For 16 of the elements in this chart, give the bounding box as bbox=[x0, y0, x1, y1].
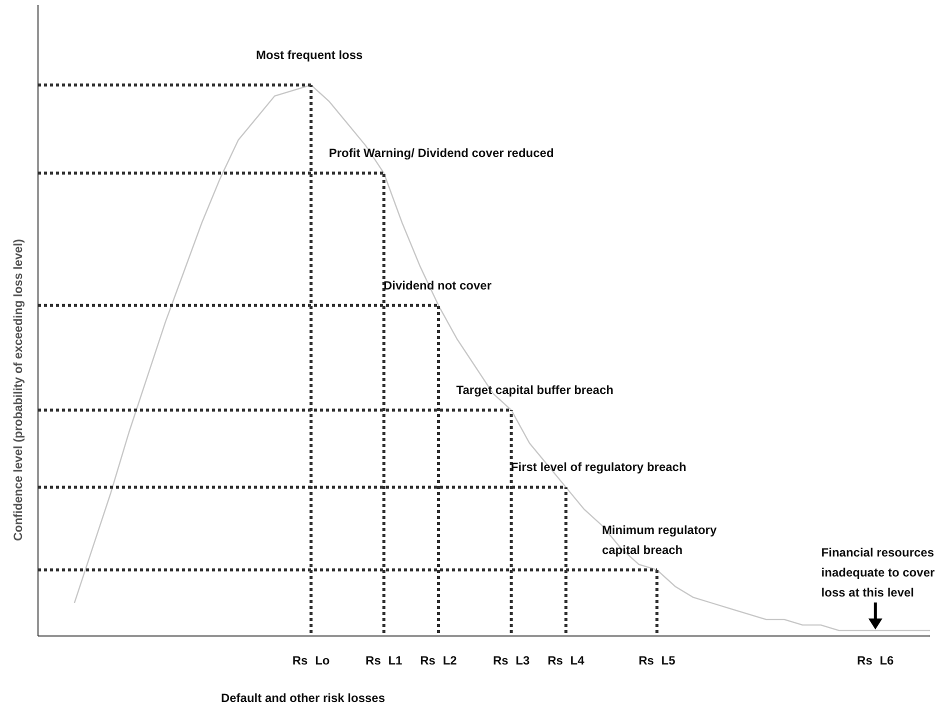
x-tick-label: Rs L3 bbox=[492, 654, 530, 668]
y-axis-title: Confidence level (probability of exceeding loss level) bbox=[11, 238, 25, 542]
x-tick-label: Rs L6 bbox=[857, 654, 894, 668]
annotation: Most frequent loss bbox=[256, 48, 364, 62]
annotation: Dividend not cover bbox=[383, 278, 492, 292]
x-axis-title: Default and other risk losses bbox=[220, 691, 386, 705]
annotation: Profit Warning/ Dividend cover reduced bbox=[328, 146, 554, 160]
annotation: Minimum regulatory capital breach bbox=[602, 522, 717, 557]
annotation: First level of regulatory breach bbox=[510, 460, 686, 474]
x-tick-label: Rs L1 bbox=[366, 654, 403, 668]
annotation: Financial resources inadequate to cover loss at this level bbox=[821, 545, 935, 600]
x-tick-label: Rs Lo bbox=[292, 654, 330, 668]
x-tick-label: Rs L5 bbox=[638, 654, 676, 668]
x-tick-label: Rs L4 bbox=[548, 654, 585, 668]
x-tick-label: Rs L2 bbox=[420, 654, 458, 668]
annotation: Target capital buffer breach bbox=[456, 383, 614, 398]
